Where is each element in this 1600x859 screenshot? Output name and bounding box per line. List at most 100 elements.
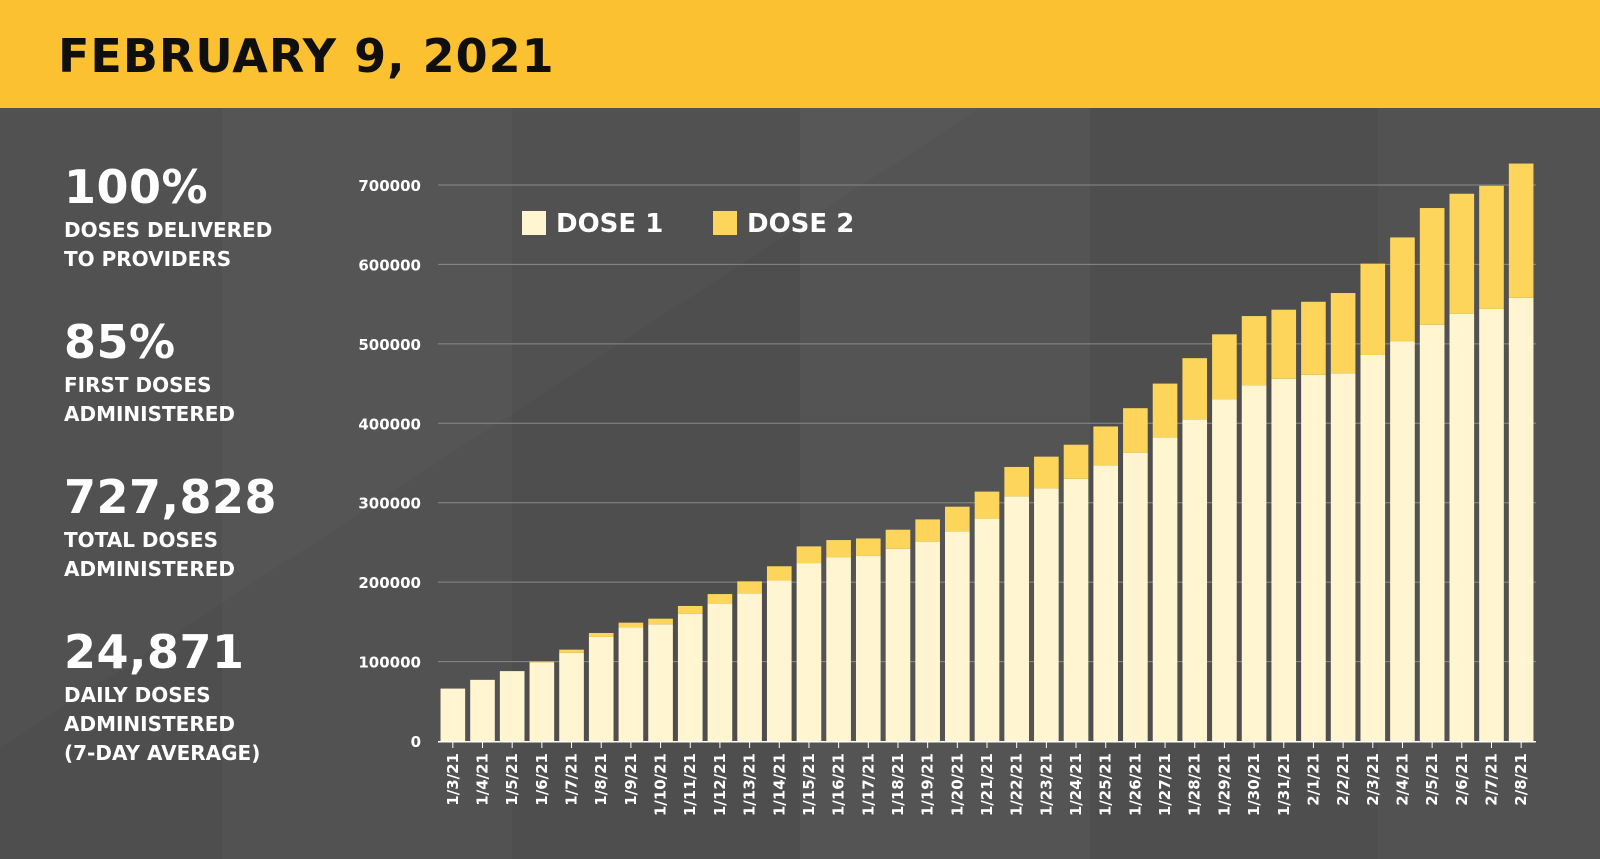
bar-dose1	[1212, 399, 1237, 741]
x-tick-label: 1/6/21	[533, 753, 551, 806]
bar-dose1	[618, 627, 644, 741]
bar-dose2	[677, 605, 703, 614]
stat-value: 24,871	[64, 625, 245, 679]
bar-dose2	[1330, 293, 1356, 374]
bar-dose1	[648, 624, 673, 741]
bar-dose1	[796, 563, 822, 741]
legend-swatch-dose2	[713, 211, 737, 235]
stat-daily-doses: 24,871 DAILY DOSES ADMINISTERED (7-DAY A…	[64, 625, 260, 768]
bar-dose1	[1241, 385, 1267, 741]
x-tick-label: 1/20/21	[948, 753, 966, 816]
bars	[440, 163, 1534, 741]
x-tick-label: 2/5/21	[1423, 753, 1441, 806]
legend-swatch-dose1	[522, 211, 546, 235]
x-tick-label: 1/24/21	[1067, 753, 1085, 816]
bar-dose2	[707, 594, 733, 604]
bar-dose1	[1360, 354, 1386, 741]
bar-dose2	[737, 581, 762, 594]
x-tick-label: 1/9/21	[622, 753, 640, 806]
bar-dose1	[885, 548, 911, 741]
stat-value: 100%	[64, 160, 209, 214]
stat-label: DAILY DOSES ADMINISTERED (7-DAY AVERAGE)	[64, 683, 261, 765]
x-tick-label: 1/29/21	[1215, 753, 1233, 816]
x-tick-label: 1/26/21	[1126, 753, 1144, 816]
bar-dose1	[945, 531, 970, 741]
stat-doses-delivered: 100% DOSES DELIVERED TO PROVIDERS	[64, 160, 272, 274]
x-tick-label: 1/23/21	[1037, 753, 1055, 816]
x-tick-label: 2/4/21	[1393, 753, 1411, 806]
x-tick-label: 2/8/21	[1512, 753, 1530, 806]
bar-dose1	[1093, 465, 1119, 741]
y-tick-label: 100000	[358, 654, 421, 672]
y-tick-label: 700000	[358, 177, 421, 195]
x-tick-label: 1/16/21	[830, 753, 848, 816]
bar-dose1	[1004, 496, 1029, 741]
bar-dose1	[677, 613, 703, 741]
bar-dose2	[1390, 237, 1415, 342]
stat-label: TOTAL DOSES ADMINISTERED	[64, 528, 235, 581]
bar-dose1	[855, 555, 881, 741]
stat-first-doses: 85% FIRST DOSES ADMINISTERED	[64, 315, 235, 429]
page-title: FEBRUARY 9, 2021	[58, 29, 555, 83]
x-tick-label: 1/10/21	[652, 753, 670, 816]
bar-dose2	[618, 622, 644, 628]
x-tick-label: 2/7/21	[1482, 753, 1500, 806]
bar-dose1	[470, 679, 495, 741]
x-tick-label: 1/3/21	[444, 753, 462, 806]
bar-dose1	[440, 688, 466, 741]
x-tick-label: 1/17/21	[859, 753, 877, 816]
bar-dose2	[1123, 408, 1148, 453]
x-tick-label: 1/30/21	[1245, 753, 1263, 816]
x-tick-label: 2/1/21	[1304, 753, 1322, 806]
legend-label-dose1: DOSE 1	[556, 209, 663, 239]
bar-dose2	[1449, 193, 1475, 314]
bar-dose1	[559, 652, 584, 741]
x-tick-label: 1/18/21	[889, 753, 907, 816]
y-tick-label: 300000	[358, 495, 421, 513]
bar-dose1	[1479, 308, 1504, 741]
x-tick-label: 1/5/21	[503, 753, 521, 806]
header-banner: FEBRUARY 9, 2021	[0, 0, 1600, 108]
bar-dose2	[648, 618, 673, 625]
bar-dose2	[1034, 456, 1059, 489]
bar-dose2	[1479, 185, 1504, 309]
y-tick-label: 500000	[358, 336, 421, 354]
x-tick-label: 1/11/21	[681, 753, 699, 816]
x-tick-label: 2/3/21	[1364, 753, 1382, 806]
bar-dose2	[588, 632, 614, 637]
bar-dose1	[1449, 313, 1475, 741]
bar-dose1	[974, 518, 1000, 741]
bar-dose2	[974, 491, 1000, 519]
x-tick-label: 1/7/21	[563, 753, 581, 806]
bar-dose2	[945, 506, 970, 532]
bar-dose1	[707, 603, 733, 741]
x-tick-label: 1/31/21	[1275, 753, 1293, 816]
bar-dose1	[1271, 378, 1297, 741]
x-tick-label: 1/25/21	[1097, 753, 1115, 816]
x-tick-label: 1/28/21	[1186, 753, 1204, 816]
bar-dose1	[766, 580, 792, 741]
bar-dose2	[1004, 466, 1029, 497]
bar-dose2	[559, 649, 584, 653]
bar-dose1	[1152, 437, 1178, 741]
bar-dose1	[1034, 488, 1059, 741]
bar-dose1	[1508, 297, 1534, 741]
bar-dose1	[499, 671, 525, 741]
bar-dose1	[1123, 452, 1148, 741]
bar-dose1	[1419, 324, 1445, 741]
x-tick-label: 1/27/21	[1156, 753, 1174, 816]
bar-dose2	[1152, 383, 1178, 438]
x-tick-label: 2/6/21	[1453, 753, 1471, 806]
bar-dose2	[766, 566, 792, 581]
stacked-bar-chart: 700000 600000 500000 400000 300000 200000 1000…	[358, 163, 1536, 816]
y-tick-label: 0	[411, 733, 421, 751]
bar-dose2	[1301, 301, 1326, 375]
x-tick-label: 1/19/21	[919, 753, 937, 816]
x-tick-label: 1/14/21	[770, 753, 788, 816]
bar-dose1	[1390, 341, 1415, 741]
x-tick-label: 1/12/21	[711, 753, 729, 816]
bar-dose1	[915, 541, 940, 741]
x-tick-label: 1/4/21	[474, 753, 492, 806]
stat-value: 85%	[64, 315, 176, 369]
legend: DOSE 1 DOSE 2	[522, 209, 854, 239]
